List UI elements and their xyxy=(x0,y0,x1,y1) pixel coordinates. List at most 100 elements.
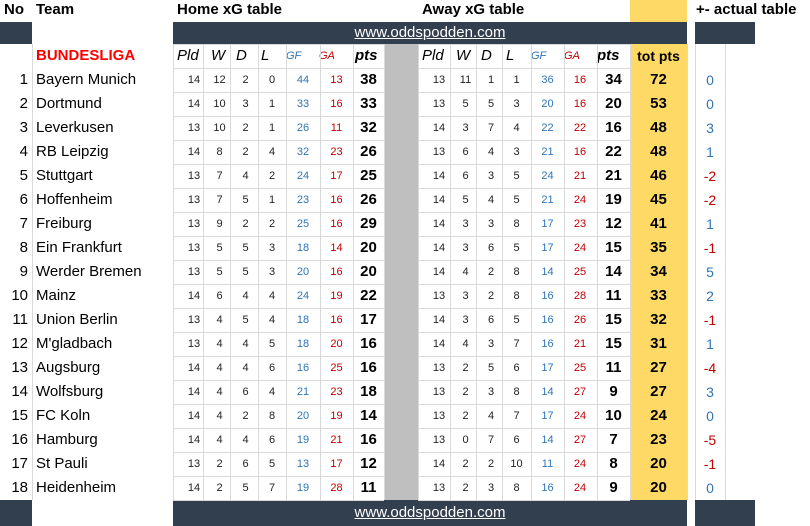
home-ga-cell: 16 xyxy=(330,266,343,278)
grid-line xyxy=(173,44,384,45)
table-row: 16 Hamburg 14 4 4 6 19 21 16 13 0 7 6 14 27 7 23 -5 xyxy=(0,428,810,452)
away-w-cell: 6 xyxy=(462,170,469,182)
grid-line xyxy=(418,284,630,285)
table-row: 9 Werder Bremen 13 5 5 3 20 16 20 14 4 2 8 14 25 14 34 5 xyxy=(0,260,810,284)
top-band-left xyxy=(0,22,32,44)
away-pld-cell: 13 xyxy=(432,98,446,110)
away-w-cell: 11 xyxy=(459,74,472,86)
home-pts-cell: 38 xyxy=(360,71,377,88)
away-pld-cell: 13 xyxy=(432,386,446,398)
tot-pts-cell: 27 xyxy=(650,383,667,400)
bottom-website-link[interactable]: www.oddspodden.com xyxy=(354,504,506,521)
home-d-header: D xyxy=(236,47,247,64)
away-pld-cell: 14 xyxy=(432,170,446,182)
home-l-cell: 5 xyxy=(268,338,276,350)
home-gf-cell: 20 xyxy=(296,266,310,278)
home-gf-cell: 19 xyxy=(296,482,310,494)
home-l-cell: 2 xyxy=(268,218,276,230)
away-pld-cell: 14 xyxy=(432,314,446,326)
away-pts-cell: 15 xyxy=(605,311,622,328)
away-gf-cell: 16 xyxy=(541,314,554,326)
grid-line xyxy=(286,44,287,500)
table-row: 1 Bayern Munich 14 12 2 0 44 13 38 13 11 1 1 36 16 34 72… xyxy=(0,68,810,92)
grid-line xyxy=(630,44,631,500)
table-row: 7 Freiburg 13 9 2 2 25 16 29 14 3 3 8 17 23 12 41 1 xyxy=(0,212,810,236)
away-pts-cell: 11 xyxy=(605,359,622,376)
away-xg-title: Away xG table xyxy=(422,1,525,18)
actual-diff-cell: -1 xyxy=(703,240,717,256)
table-row: 5 Stuttgart 13 7 4 2 24 17 25 14 6 3 5 24 21 21 46 -2 xyxy=(0,164,810,188)
team-header: Team xyxy=(36,1,75,18)
grid-line xyxy=(502,44,503,500)
home-gf-cell: 19 xyxy=(296,434,310,446)
top-website-link[interactable]: www.oddspodden.com xyxy=(354,24,506,41)
away-ga-cell: 24 xyxy=(573,458,587,470)
home-ga-cell: 23 xyxy=(330,146,343,158)
actual-diff-cell: -1 xyxy=(703,456,717,472)
grid-line xyxy=(173,44,174,500)
away-gf-cell: 16 xyxy=(541,338,554,350)
home-pts-cell: 25 xyxy=(360,167,377,184)
away-d-cell: 7 xyxy=(487,122,495,134)
away-ga-cell: 27 xyxy=(573,434,587,446)
grid-line xyxy=(476,44,477,500)
actual-table-title: +- actual table xyxy=(696,1,797,18)
tot-pts-cell: 72 xyxy=(650,71,667,88)
grid-line xyxy=(418,308,630,309)
grid-line xyxy=(418,44,630,45)
away-l-cell: 8 xyxy=(513,218,520,230)
home-d-cell: 2 xyxy=(242,146,249,158)
bottom-band-left xyxy=(0,500,32,526)
away-l-cell: 8 xyxy=(513,290,520,302)
home-w-cell: 4 xyxy=(216,434,223,446)
home-w-cell: 7 xyxy=(216,170,223,182)
away-ga-cell: 21 xyxy=(573,170,587,182)
away-pld-cell: 14 xyxy=(432,242,446,254)
home-pld-cell: 14 xyxy=(187,362,201,374)
grid-line xyxy=(173,260,384,261)
rank-cell: 13 xyxy=(11,359,28,376)
tot-pts-cell: 20 xyxy=(650,455,667,472)
away-w-cell: 2 xyxy=(462,362,469,374)
away-d-cell: 4 xyxy=(487,146,495,158)
away-gf-cell: 14 xyxy=(541,386,554,398)
away-w-cell: 2 xyxy=(462,458,469,470)
home-gf-cell: 25 xyxy=(296,218,310,230)
home-l-cell: 7 xyxy=(268,482,276,494)
home-pts-cell: 16 xyxy=(360,359,377,376)
away-l-cell: 3 xyxy=(513,98,520,110)
away-d-cell: 2 xyxy=(487,290,495,302)
bottom-website-band xyxy=(173,500,687,526)
away-pld-cell: 14 xyxy=(432,266,446,278)
tot-pts-cell: 32 xyxy=(650,311,667,328)
away-pld-cell: 14 xyxy=(432,194,446,206)
grid-line xyxy=(173,164,384,165)
grid-line xyxy=(173,332,384,333)
home-pld-cell: 14 xyxy=(187,74,201,86)
away-d-cell: 4 xyxy=(487,194,495,206)
grid-line xyxy=(173,428,384,429)
divider-column xyxy=(384,44,418,500)
home-d-cell: 2 xyxy=(242,410,249,422)
home-ga-cell: 11 xyxy=(330,122,343,134)
home-l-cell: 3 xyxy=(268,266,276,278)
home-d-cell: 2 xyxy=(242,122,249,134)
grid-line xyxy=(173,68,384,69)
home-pld-cell: 14 xyxy=(187,146,201,158)
team-name-cell: Leverkusen xyxy=(36,119,114,136)
home-pts-cell: 33 xyxy=(360,95,377,112)
rank-cell: 5 xyxy=(19,167,28,184)
table-row: 14 Wolfsburg 14 4 6 4 21 23 18 13 2 3 8 14 27 9 27 3 xyxy=(0,380,810,404)
actual-diff-cell: 0 xyxy=(706,408,714,424)
actual-diff-cell: 3 xyxy=(706,384,714,400)
away-l-cell: 8 xyxy=(513,482,520,494)
away-w-cell: 4 xyxy=(462,266,469,278)
grid-line xyxy=(418,116,630,117)
away-pts-cell: 19 xyxy=(605,191,622,208)
home-w-cell: 4 xyxy=(216,386,223,398)
table-row: 3 Leverkusen 13 10 2 1 26 11 32 14 3 7 4 22 22 16 48 3 xyxy=(0,116,810,140)
away-gf-cell: 16 xyxy=(541,482,554,494)
away-gf-header: GF xyxy=(531,50,547,62)
home-gf-cell: 32 xyxy=(296,146,310,158)
away-d-cell: 5 xyxy=(487,362,495,374)
